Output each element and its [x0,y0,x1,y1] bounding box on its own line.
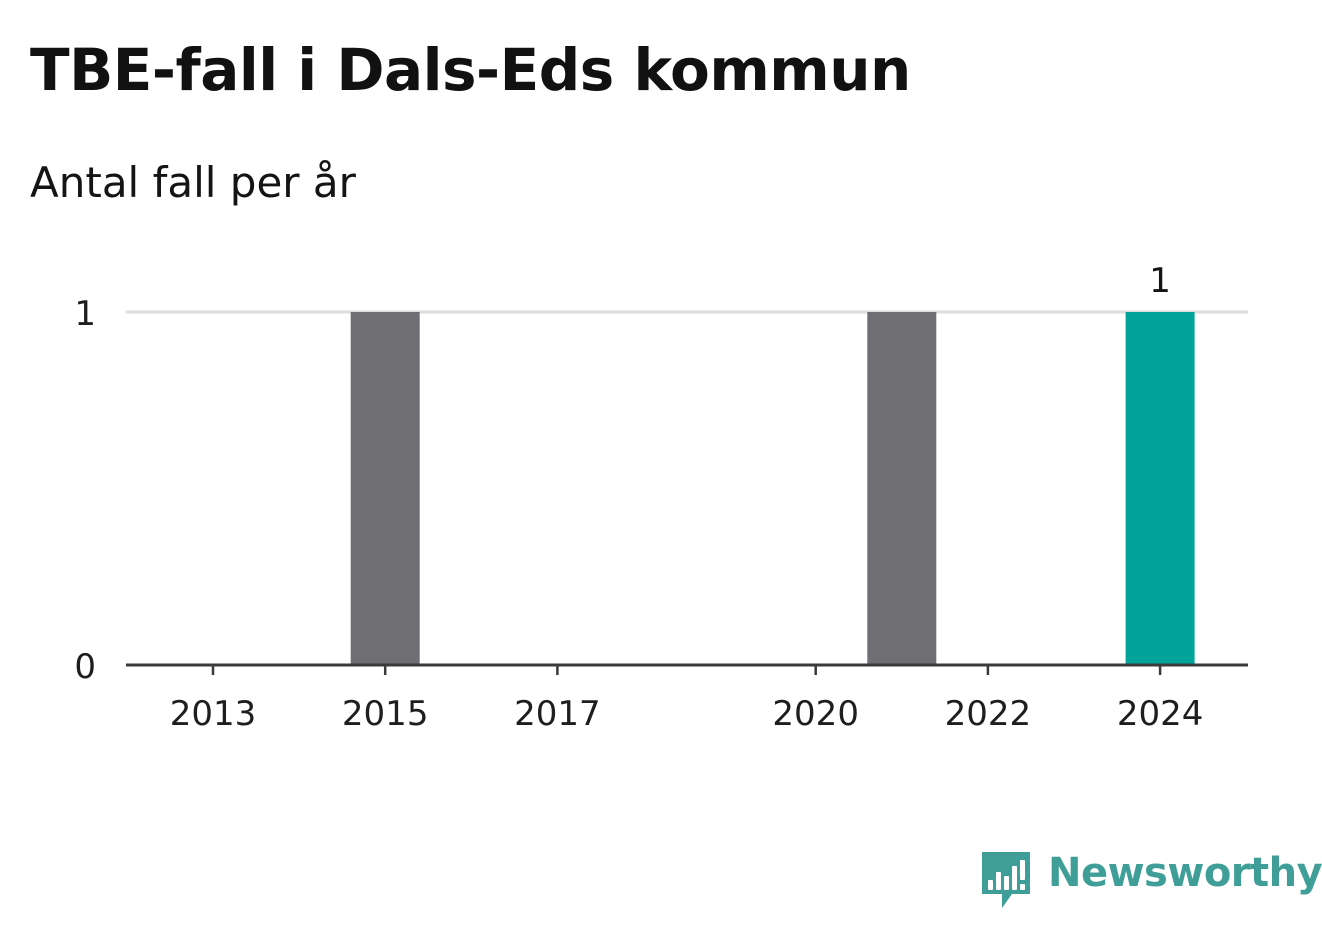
chart-subtitle: Antal fall per år [30,158,356,207]
x-tick-label-2020: 2020 [772,694,859,734]
chart-title: TBE-fall i Dals-Eds kommun [30,36,911,104]
brand-logo: Newsworthy [980,848,1322,912]
data-label-2024: 1 [1149,261,1171,301]
bar-2021 [867,312,937,665]
y-tick-label-0: 0 [74,647,96,687]
x-tick-label-2022: 2022 [945,694,1032,734]
newsworthy-logo-icon [982,852,1030,908]
x-tick-label-2015: 2015 [342,694,429,734]
x-tick-label-2013: 2013 [170,694,257,734]
y-tick-label-1: 1 [74,294,96,334]
bar-2015 [350,312,420,665]
bar-2024 [1125,312,1195,665]
brand-name: Newsworthy [1048,850,1322,896]
x-tick-label-2017: 2017 [514,694,601,734]
x-tick-label-2024: 2024 [1117,694,1204,734]
